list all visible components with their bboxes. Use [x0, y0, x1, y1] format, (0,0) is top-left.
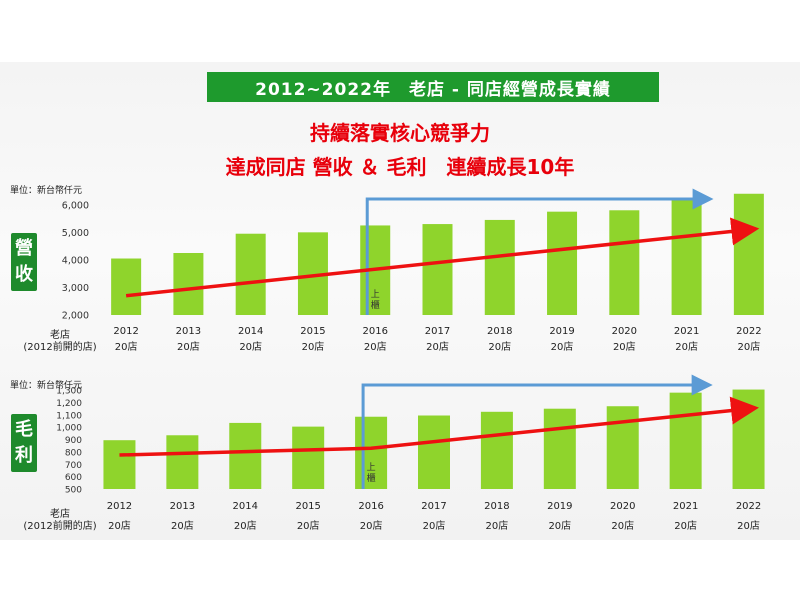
profit-store-count: 20店: [171, 519, 194, 532]
revenue-store-count: 20店: [737, 340, 760, 353]
revenue-store-count: 20店: [551, 340, 574, 353]
profit-store-count: 20店: [737, 519, 760, 532]
profit-ytick-label: 1,000: [56, 424, 82, 434]
revenue-unit-label: 單位：新台幣仟元: [10, 186, 83, 196]
page-title: 2012~2022年 老店 - 同店經營成長實績: [207, 72, 659, 102]
revenue-bar-2013: [173, 253, 204, 315]
revenue-bar-2021: [671, 197, 702, 315]
revenue-listing-arrow: [365, 188, 714, 315]
profit-xtick-label: 2021: [673, 501, 698, 512]
profit-listing-label: 上: [367, 462, 376, 473]
profit-row-header-sub: (2012前開的店): [23, 519, 96, 532]
profit-bar-2022: [732, 389, 765, 489]
profit-bar-2021: [669, 392, 702, 489]
revenue-chart: 2,000 3,000 4,000 5,000 6,000 2012 20店 2013 20店 2…: [23, 188, 764, 353]
revenue-ytick-label: 3,000: [62, 283, 89, 294]
revenue-store-count: 20店: [302, 340, 325, 353]
revenue-side-label: 營收: [11, 233, 37, 291]
revenue-xtick-label: 2016: [363, 326, 388, 337]
profit-bar-2015: [292, 426, 325, 489]
profit-ytick-label: 500: [65, 486, 82, 496]
profit-bar-2018: [480, 411, 513, 489]
profit-listing-label: 櫃: [367, 472, 376, 484]
profit-xtick-label: 2012: [107, 501, 132, 512]
profit-bar-2016: [355, 416, 388, 489]
revenue-xtick-label: 2014: [238, 326, 263, 337]
profit-store-count: 20店: [548, 519, 571, 532]
revenue-bar-2014: [235, 233, 266, 315]
revenue-row-header: 老店: [50, 328, 70, 341]
revenue-xtick-label: 2022: [736, 326, 761, 337]
profit-unit-label: 單位：新台幣仟元: [10, 381, 83, 391]
profit-ytick-label: 1,100: [56, 411, 82, 421]
revenue-store-count: 20店: [675, 340, 698, 353]
revenue-store-count: 20店: [115, 340, 138, 353]
profit-store-count: 20店: [297, 519, 320, 532]
profit-bar-2019: [543, 408, 576, 489]
profit-ytick-label: 800: [65, 448, 82, 458]
revenue-xtick-label: 2012: [113, 326, 138, 337]
revenue-ytick-label: 4,000: [62, 255, 89, 266]
profit-bar-2013: [166, 435, 199, 489]
profit-row-header: 老店: [50, 507, 70, 520]
profit-store-count: 20店: [234, 519, 257, 532]
revenue-listing-label: 上: [371, 289, 380, 300]
profit-ytick-label: 1,200: [56, 399, 82, 409]
profit-xtick-label: 2017: [421, 501, 446, 512]
revenue-trend-line: [125, 217, 760, 298]
revenue-xtick-label: 2020: [612, 326, 637, 337]
profit-xtick-label: 2022: [736, 501, 761, 512]
revenue-ytick-label: 6,000: [62, 200, 89, 211]
revenue-ytick-label: 2,000: [62, 311, 89, 322]
revenue-xtick-label: 2015: [300, 326, 325, 337]
profit-xtick-label: 2014: [233, 501, 258, 512]
revenue-xtick-label: 2018: [487, 326, 512, 337]
profit-store-count: 20店: [486, 519, 509, 532]
revenue-ytick-label: 5,000: [62, 228, 89, 239]
headline-1: 持續落實核心競爭力: [310, 121, 490, 145]
profit-ytick-label: 900: [65, 436, 82, 446]
profit-ytick-label: 700: [65, 461, 82, 471]
revenue-bar-2018: [484, 219, 515, 315]
profit-bar-2012: [103, 440, 136, 489]
profit-store-count: 20店: [360, 519, 383, 532]
profit-xtick-label: 2018: [484, 501, 509, 512]
revenue-bar-2017: [422, 224, 453, 315]
profit-store-count: 20店: [674, 519, 697, 532]
profit-xtick-label: 2013: [170, 501, 195, 512]
profit-bar-2017: [418, 415, 450, 489]
profit-store-count: 20店: [108, 519, 131, 532]
profit-bar-2020: [606, 406, 639, 489]
profit-listing-arrow: [361, 374, 713, 489]
profit-store-count: 20店: [611, 519, 634, 532]
revenue-xtick-label: 2021: [674, 326, 699, 337]
revenue-listing-label: 櫃: [371, 299, 380, 311]
revenue-store-count: 20店: [177, 340, 200, 353]
revenue-xtick-label: 2013: [176, 326, 201, 337]
profit-store-count: 20店: [423, 519, 446, 532]
profit-ytick-label: 600: [65, 473, 82, 483]
revenue-store-count: 20店: [364, 340, 387, 353]
profit-bar-2014: [229, 422, 262, 489]
profit-side-label: 毛利: [11, 414, 37, 472]
headline-2: 達成同店 營收 ＆ 毛利 連續成長10年: [225, 155, 575, 179]
revenue-bar-2022: [733, 193, 764, 315]
revenue-bar-2020: [609, 210, 640, 315]
revenue-row-header-sub: (2012前開的店): [23, 340, 96, 353]
revenue-bar-2012: [111, 258, 142, 315]
revenue-bar-2019: [547, 211, 578, 315]
profit-xtick-label: 2015: [295, 501, 320, 512]
profit-trend-line: [119, 396, 759, 457]
profit-xtick-label: 2016: [358, 501, 383, 512]
profit-xtick-label: 2019: [547, 501, 572, 512]
revenue-store-count: 20店: [426, 340, 449, 353]
revenue-xtick-label: 2019: [549, 326, 574, 337]
revenue-store-count: 20店: [613, 340, 636, 353]
revenue-xtick-label: 2017: [425, 326, 450, 337]
profit-ytick-label: 1,300: [56, 387, 82, 397]
profit-xtick-label: 2020: [610, 501, 635, 512]
revenue-store-count: 20店: [239, 340, 262, 353]
revenue-store-count: 20店: [488, 340, 511, 353]
gross-profit-chart: 500 600 700 800 900 1,000 1,100 1,200 1,300 2012 2…: [23, 374, 765, 532]
